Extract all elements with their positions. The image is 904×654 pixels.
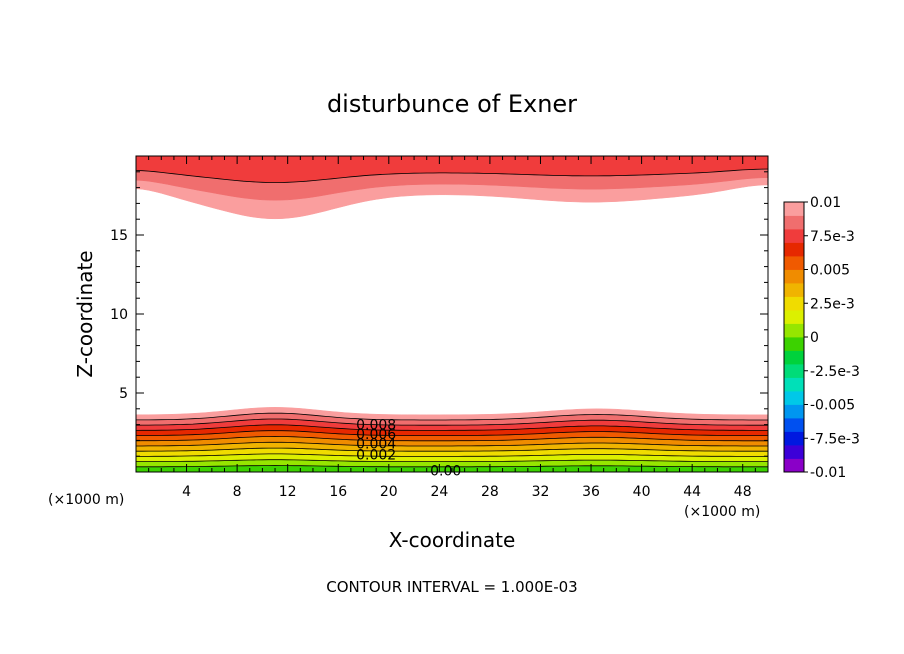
colorbar-segment (784, 202, 804, 216)
x-tick-label: 20 (380, 484, 398, 500)
colorbar-segment (784, 269, 804, 284)
colorbar-tick-label: -7.5e-3 (810, 431, 860, 447)
colorbar-segment (784, 283, 804, 297)
chart-title: disturbunce of Exner (327, 90, 577, 118)
contour-line (135, 168, 769, 183)
contour-line (136, 441, 768, 447)
x-axis: 4 8 12 16 20 24 28 32 36 40 44 48 (148, 156, 756, 500)
colorbar-segment (784, 445, 804, 459)
contour-line (135, 435, 768, 442)
colorbar-segment (784, 391, 804, 405)
x-tick-label: 44 (683, 484, 701, 500)
contour-line (136, 447, 768, 452)
colorbar-segment (784, 310, 804, 324)
x-tick-label: 4 (182, 484, 191, 500)
contour-line (136, 459, 768, 462)
colorbar-tick-label: -0.01 (810, 465, 846, 481)
colorbar-segment (784, 404, 804, 419)
colorbar-segment (784, 364, 804, 378)
colorbar-segment (784, 337, 804, 351)
colorbar-tick-label: 7.5e-3 (810, 229, 855, 245)
x-tick-label: 8 (233, 484, 242, 500)
contour-label: 0.004 (356, 437, 396, 453)
x-tick-label: 36 (582, 484, 600, 500)
colorbar-segment (784, 229, 804, 243)
x-axis-label: X-coordinate (389, 528, 516, 552)
y-axis-label: Z-coordinate (73, 250, 97, 377)
colorbar-segment (784, 296, 804, 311)
x-tick-label: 16 (329, 484, 347, 500)
contour-label: 0.006 (356, 427, 396, 443)
colorbar-segment (784, 215, 804, 230)
colorbar-tick-label: -0.005 (810, 398, 855, 414)
colorbar-segment (784, 323, 804, 338)
x-tick-label: 12 (279, 484, 297, 500)
contour-line (136, 453, 768, 457)
contour-interval-note: CONTOUR INTERVAL = 1.000E-03 (326, 578, 577, 596)
colorbar-segment (784, 242, 804, 257)
colorbar-segment (784, 431, 804, 446)
x-tick-label: 24 (430, 484, 448, 500)
colorbar-tick-label: 0.005 (810, 263, 850, 279)
x-unit-right: (×1000 m) (684, 504, 760, 520)
colorbar-tick-label: 0.01 (810, 195, 841, 211)
x-unit-left: (×1000 m) (48, 492, 124, 508)
x-tick-label: 28 (481, 484, 499, 500)
colorbar: 0.01 7.5e-3 0.005 2.5e-3 0 -2.5e-3 -0.005 -7.5e… (783, 195, 860, 481)
y-tick-label: 10 (110, 307, 128, 323)
y-tick-label: 5 (119, 386, 128, 402)
colorbar-tick-label: -2.5e-3 (810, 364, 860, 380)
colorbar-segment (784, 350, 804, 365)
colorbar-segment (784, 418, 804, 432)
contour-line (135, 430, 768, 436)
colorbar-segment (784, 256, 804, 270)
colorbar-tick-label: 0 (810, 330, 819, 346)
x-tick-label: 48 (734, 484, 752, 500)
x-tick-label: 40 (633, 484, 651, 500)
colorbar-segment (784, 458, 804, 473)
x-tick-label: 32 (532, 484, 550, 500)
contour-line (136, 465, 768, 468)
contour-lines (135, 168, 769, 468)
contour-line (135, 424, 768, 431)
colorbar-segment (784, 377, 804, 392)
contour-label: 0.008 (356, 418, 396, 434)
contour-label: 0.00 (430, 463, 461, 479)
contour-label: 0.002 (356, 448, 396, 464)
y-tick-label: 15 (110, 228, 128, 244)
colorbar-tick-label: 2.5e-3 (810, 296, 855, 312)
y-axis: 5 10 15 (110, 171, 768, 457)
contour-line (135, 418, 768, 426)
contour-line (136, 412, 768, 421)
